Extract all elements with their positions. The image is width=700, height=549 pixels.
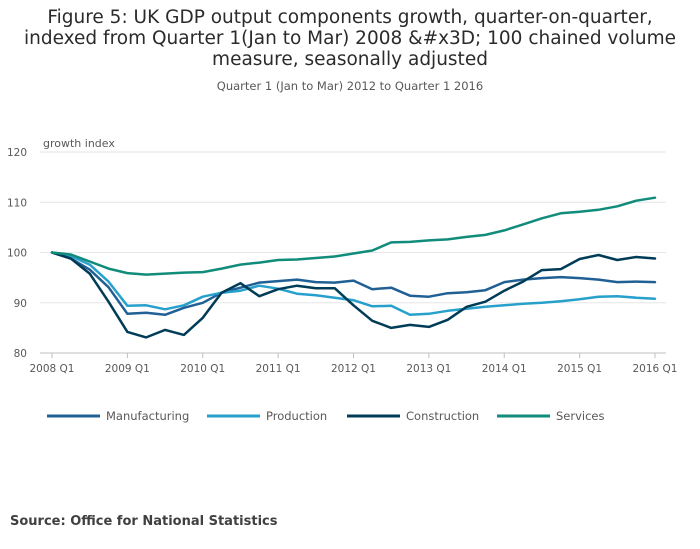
y-axis-ticks: 80 90 100 110 120 <box>7 147 27 360</box>
chart-title: Figure 5: UK GDP output components growt… <box>24 7 676 70</box>
legend-label-construction: Construction <box>406 409 479 423</box>
x-tick-label: 2009 Q1 <box>105 363 150 375</box>
x-tick-label: 2014 Q1 <box>482 363 527 375</box>
x-tick-label: 2008 Q1 <box>29 363 74 375</box>
x-tick-label: 2015 Q1 <box>557 363 602 375</box>
y-tick-label: 90 <box>14 298 27 310</box>
x-tick-label: 2010 Q1 <box>180 363 225 375</box>
y-tick-label: 110 <box>7 197 27 209</box>
series-line-construction <box>50 251 657 339</box>
x-tick-label: 2012 Q1 <box>331 363 376 375</box>
x-tick-label: 2013 Q1 <box>406 363 451 375</box>
y-axis-label: growth index <box>43 137 115 150</box>
legend-label-production: Production <box>266 409 327 423</box>
y-tick-label: 100 <box>7 248 27 260</box>
chart-subtitle: Quarter 1 (Jan to Mar) 2012 to Quarter 1… <box>216 79 484 93</box>
legend-label-manufacturing: Manufacturing <box>106 409 189 423</box>
y-tick-label: 80 <box>14 348 27 360</box>
series-lines <box>50 196 657 339</box>
series-line-services <box>50 196 657 276</box>
legend-label-services: Services <box>556 409 605 423</box>
series-line-manufacturing <box>50 251 657 317</box>
x-tick-label: 2011 Q1 <box>256 363 301 375</box>
source-note: Source: Office for National Statistics <box>10 514 278 529</box>
legend: Manufacturing Production Construction Servi… <box>47 409 605 423</box>
x-tick-label: 2016 Q1 <box>632 363 677 375</box>
x-axis-ticks: 2008 Q1 2009 Q1 2010 Q1 2011 Q1 2012 Q1 2013 … <box>29 353 678 375</box>
y-tick-label: 120 <box>7 147 27 159</box>
series-line-production <box>50 251 657 317</box>
